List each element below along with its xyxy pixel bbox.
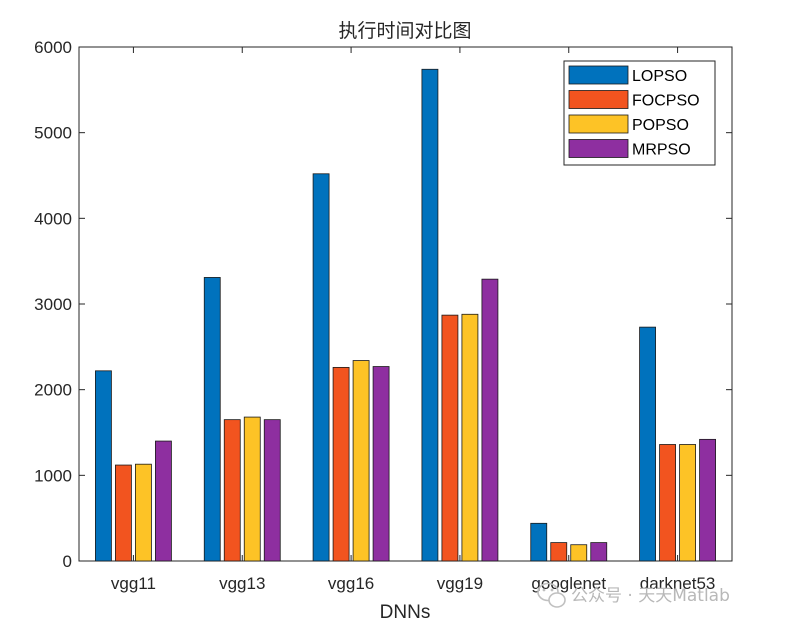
- legend-swatch-lopso: [568, 65, 629, 85]
- bar-lopso-vgg19: [421, 68, 439, 562]
- bar-lopso-vgg13: [203, 277, 221, 562]
- bar-popso-darknet53: [679, 444, 696, 562]
- y-tick-label: 3000: [34, 295, 72, 314]
- bar-mrpso-vgg19: [481, 278, 499, 562]
- y-axis: 0 1000 2000 3000 4000 5000 6000: [34, 38, 732, 571]
- legend-swatch-popso: [568, 114, 629, 134]
- x-axis: vgg11 vgg13 vgg16 vgg19 googlenet darknet53: [111, 47, 716, 593]
- bar-popso-vgg16: [352, 360, 370, 562]
- bar-mrpso-googlenet: [590, 542, 608, 562]
- bar-lopso-googlenet: [530, 522, 548, 562]
- legend-label-mrpso: MRPSO: [632, 142, 691, 159]
- legend-label-popso: POPSO: [632, 117, 689, 134]
- wechat-icon: [537, 582, 566, 608]
- bar-focpso-vgg16: [332, 366, 350, 562]
- bar-lopso-vgg16: [312, 173, 330, 562]
- legend-label-focpso: FOCPSO: [632, 93, 700, 110]
- x-axis-title: DNNs: [380, 602, 431, 623]
- x-tick-label-vgg11: vgg11: [111, 574, 156, 593]
- bar-focpso-vgg13: [223, 419, 241, 562]
- bar-mrpso-vgg13: [263, 419, 281, 562]
- watermark: 公众号 · 天天Matlab: [537, 582, 730, 608]
- bar-focpso-darknet53: [659, 444, 676, 562]
- bar-popso-vgg13: [243, 416, 261, 562]
- x-tick-label-vgg16: vgg16: [328, 574, 374, 593]
- bar-popso-googlenet: [570, 544, 588, 562]
- watermark-text: 公众号 · 天天Matlab: [571, 586, 730, 606]
- legend-label-lopso: LOPSO: [632, 68, 687, 85]
- bar-popso-vgg19: [461, 313, 479, 562]
- bars-group: [95, 68, 716, 562]
- legend-swatch-mrpso: [568, 139, 629, 158]
- legend: LOPSO FOCPSO POPSO MRPSO: [563, 60, 716, 166]
- y-tick-label: 0: [63, 552, 72, 571]
- bar-lopso-darknet53: [639, 326, 656, 562]
- y-tick-label: 5000: [34, 124, 72, 143]
- x-tick-label-vgg13: vgg13: [219, 574, 265, 593]
- bar-lopso-vgg11: [95, 370, 112, 562]
- bar-mrpso-vgg16: [372, 366, 390, 562]
- y-tick-label: 4000: [34, 209, 72, 228]
- y-tick-label: 6000: [34, 38, 72, 57]
- x-tick-label-googlenet: googlenet: [531, 574, 606, 593]
- bar-mrpso-vgg11: [155, 440, 172, 562]
- bar-popso-vgg11: [135, 463, 152, 562]
- bar-focpso-googlenet: [550, 542, 568, 562]
- x-tick-label-vgg19: vgg19: [437, 574, 483, 593]
- x-tick-label-darknet53: darknet53: [640, 574, 716, 593]
- bar-focpso-vgg11: [115, 464, 132, 562]
- y-tick-label: 2000: [34, 381, 72, 400]
- bar-mrpso-darknet53: [699, 438, 716, 562]
- chart-title: 执行时间对比图: [338, 20, 471, 42]
- y-tick-label: 1000: [34, 466, 72, 485]
- bar-focpso-vgg19: [441, 314, 459, 562]
- legend-swatch-focpso: [568, 90, 629, 109]
